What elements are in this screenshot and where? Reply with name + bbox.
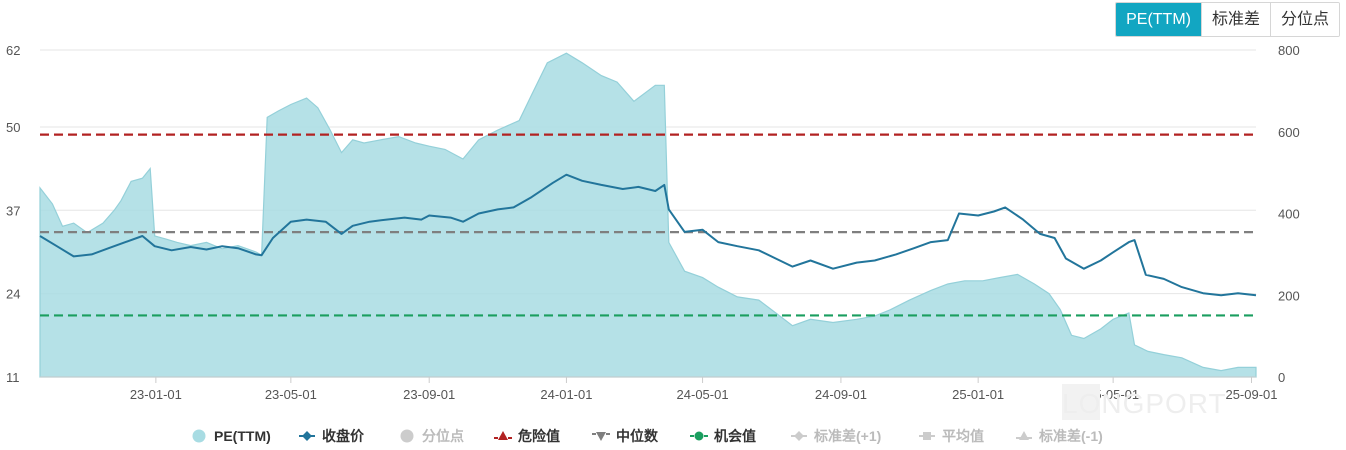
pe-area [39,52,1257,378]
x-tick-label: 24-09-01 [815,387,867,402]
legend-item[interactable]: 分位点 [398,424,464,448]
legend-label: PE(TTM) [214,428,271,444]
x-tick-label: 23-01-01 [130,387,182,402]
legend-item[interactable]: 平均值 [918,424,984,448]
legend-marker-icon [398,428,422,444]
reference-lines [40,133,1256,317]
legend-item[interactable]: 收盘价 [298,424,364,448]
legend-marker-icon [190,428,214,444]
legend-item[interactable]: 中位数 [592,424,658,448]
legend-marker-icon [1015,428,1039,444]
y-left-tick-label: 11 [6,370,20,385]
y-left-tick-label: 50 [6,120,20,135]
close-price-series [39,173,1257,297]
y-right-tick-label: 400 [1278,207,1300,222]
y-right-tick-label: 800 [1278,43,1300,58]
tab-std-dev[interactable]: 标准差 [1200,3,1270,36]
legend-item[interactable]: 标准差(+1) [790,424,881,448]
legend-label: 分位点 [422,428,464,444]
legend-marker-icon [790,428,814,444]
pe-area-series [39,52,1257,378]
y-left-tick-label: 62 [6,43,20,58]
legend-marker-icon [298,428,322,444]
x-tick-label: 23-05-01 [265,387,317,402]
legend-label: 机会值 [714,428,756,444]
legend-label: 标准差(+1) [814,428,882,444]
legend-item[interactable]: PE(TTM) [190,424,271,448]
legend-marker-icon [592,428,616,444]
watermark-logo-icon [1062,384,1100,420]
legend-label: 危险值 [518,428,560,444]
y-left-tick-label: 24 [6,287,20,302]
x-tick-label: 25-05-01 [1087,387,1139,402]
x-tick-label: 24-05-01 [677,387,729,402]
tab-pe-ttm[interactable]: PE(TTM) [1116,3,1201,36]
y-right-tick-label: 200 [1278,288,1300,303]
x-tick-label: 23-09-01 [403,387,455,402]
chart-legend: PE(TTM) 收盘价 分位点 危险值 中位数 机会值 标准差(+1) 平均值 标准差(-1) [0,424,1346,448]
legend-item[interactable]: 标准差(-1) [1015,424,1103,448]
x-tick-label: 25-01-01 [952,387,1004,402]
legend-label: 平均值 [942,428,984,444]
axes: 11 24 37 50 62 0 200 400 600 800 23-01-01 23-05-01 2… [6,43,1300,402]
y-left-tick-label: 37 [6,203,20,218]
legend-item[interactable]: 机会值 [690,424,756,448]
y-right-tick-label: 0 [1278,370,1285,385]
y-right-tick-label: 600 [1278,125,1300,140]
legend-label: 中位数 [616,428,658,444]
legend-item[interactable]: 危险值 [494,424,560,448]
watermark: LONGPORT [1062,388,1227,419]
legend-marker-icon [494,428,518,444]
x-tick-label: 24-01-01 [540,387,592,402]
x-tick-label: 25-09-01 [1225,387,1277,402]
tab-percentile[interactable]: 分位点 [1269,3,1339,36]
legend-label: 标准差(-1) [1039,428,1103,444]
legend-label: 收盘价 [322,428,364,444]
close-price-line [39,173,1257,297]
legend-marker-icon [690,428,714,444]
metric-tabs: PE(TTM) 标准差 分位点 [1115,2,1340,37]
legend-marker-icon [918,428,942,444]
